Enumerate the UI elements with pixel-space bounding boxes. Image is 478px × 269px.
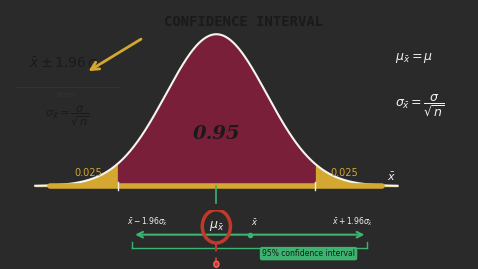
Text: $\sigma_{\bar{x}} = \dfrac{\sigma}{\sqrt{n}}$: $\sigma_{\bar{x}} = \dfrac{\sigma}{\sqrt… [395, 93, 445, 119]
Text: where: where [56, 92, 77, 98]
Text: $\bar{x}-1.96\sigma_{\bar{x}}$: $\bar{x}-1.96\sigma_{\bar{x}}$ [127, 215, 168, 228]
Text: $\mu_{\bar{x}}$: $\mu_{\bar{x}}$ [209, 220, 224, 233]
Text: 0.95: 0.95 [193, 125, 240, 143]
Text: 95% confidence interval: 95% confidence interval [262, 249, 355, 258]
Circle shape [214, 261, 219, 267]
Text: $\sigma_{\bar{x}} = \dfrac{\sigma}{\sqrt{n}}$: $\sigma_{\bar{x}} = \dfrac{\sigma}{\sqrt… [44, 104, 89, 127]
Text: 0.025: 0.025 [331, 168, 358, 178]
Text: $\bar{x} \pm 1.96\,\sigma_{\bar{x}}$: $\bar{x} \pm 1.96\,\sigma_{\bar{x}}$ [29, 56, 105, 73]
Text: $\bar{x}$: $\bar{x}$ [251, 217, 259, 228]
Text: $\bar{x}+1.96\sigma_{\bar{x}}$: $\bar{x}+1.96\sigma_{\bar{x}}$ [332, 215, 373, 228]
Text: CONFIDENCE INTERVAL: CONFIDENCE INTERVAL [164, 15, 323, 29]
Text: $\bar{x}$: $\bar{x}$ [388, 170, 396, 183]
Text: $\mu_{\bar{x}} = \mu$: $\mu_{\bar{x}} = \mu$ [395, 51, 434, 65]
Text: 0.025: 0.025 [74, 168, 102, 178]
